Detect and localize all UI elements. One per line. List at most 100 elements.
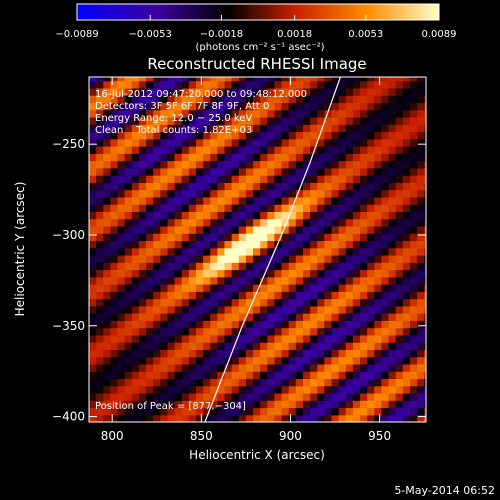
heatmap-cell xyxy=(203,254,211,263)
heatmap-cell xyxy=(360,356,368,365)
heatmap-cell xyxy=(203,131,211,140)
heatmap-cell xyxy=(174,116,183,125)
heatmap-cell xyxy=(424,204,426,212)
heatmap-cell xyxy=(146,233,154,242)
heatmap-cell xyxy=(89,240,97,249)
heatmap-cell xyxy=(153,327,161,336)
heatmap-cell xyxy=(267,95,276,104)
heatmap-cell xyxy=(174,269,183,278)
heatmap-cell xyxy=(260,378,268,387)
heatmap-cell xyxy=(317,363,325,372)
heatmap-cell xyxy=(224,334,233,343)
heatmap-cell xyxy=(224,95,233,104)
heatmap-cell xyxy=(260,320,268,329)
heatmap-cell xyxy=(424,400,426,409)
heatmap-cell xyxy=(274,204,283,212)
heatmap-cell xyxy=(103,385,111,394)
heatmap-cell xyxy=(381,211,390,220)
heatmap-cell xyxy=(424,356,426,365)
heatmap-cell xyxy=(203,371,211,380)
heatmap-cell xyxy=(245,225,254,234)
heatmap-cell xyxy=(103,298,111,307)
heatmap-cell xyxy=(424,262,426,271)
heatmap-cell xyxy=(267,363,276,372)
heatmap-cell xyxy=(324,153,333,162)
heatmap-cell xyxy=(324,240,333,249)
axis-ticks: 800 850 900 950−250−300−350−400 xyxy=(52,77,426,443)
heatmap-cell xyxy=(267,262,276,271)
heatmap-cell xyxy=(345,138,354,147)
heatmap-cell xyxy=(267,109,276,118)
heatmap-cell xyxy=(409,371,418,380)
heatmap-cell xyxy=(417,247,425,256)
heatmap-cell xyxy=(367,400,375,409)
heatmap-cell xyxy=(96,356,104,365)
heatmap-cell xyxy=(417,87,425,96)
heatmap-cell xyxy=(89,233,97,242)
heatmap-cell xyxy=(224,276,233,285)
heatmap-cell xyxy=(167,291,176,300)
heatmap-cell xyxy=(231,138,240,147)
heatmap-cell xyxy=(110,102,119,111)
heatmap-cell xyxy=(253,175,261,183)
heatmap-cell xyxy=(317,189,325,198)
heatmap-cell xyxy=(253,189,261,198)
heatmap-cell xyxy=(253,80,261,89)
heatmap-cell xyxy=(146,175,154,183)
heatmap-cell xyxy=(238,211,247,220)
heatmap-cell xyxy=(195,182,204,191)
heatmap-cell xyxy=(167,218,176,227)
heatmap-cell xyxy=(210,116,218,125)
heatmap-cell xyxy=(360,146,368,154)
annotation-energy-range: Energy Range: 12.0 − 25.0 keV xyxy=(95,113,252,124)
heatmap-cell xyxy=(146,131,154,140)
heatmap-cell xyxy=(338,378,347,387)
heatmap-cell xyxy=(238,153,247,162)
heatmap-cell xyxy=(231,80,240,89)
heatmap-cell xyxy=(288,305,297,314)
heatmap-cell xyxy=(267,291,276,300)
heatmap-cell xyxy=(181,240,190,249)
heatmap-cell xyxy=(210,182,218,191)
heatmap-cell xyxy=(267,407,276,416)
heatmap-cell xyxy=(281,305,290,314)
heatmap-cell xyxy=(238,349,247,358)
heatmap-cell xyxy=(388,218,397,227)
heatmap-cell xyxy=(274,77,283,82)
heatmap-cell xyxy=(103,414,111,422)
heatmap-cell xyxy=(345,233,354,242)
heatmap-cell xyxy=(331,233,340,242)
heatmap-cell xyxy=(231,363,240,372)
heatmap-cell xyxy=(110,233,119,242)
heatmap-cell xyxy=(402,262,411,271)
heatmap-cell xyxy=(96,116,104,125)
heatmap-cell xyxy=(89,160,97,169)
heatmap-cell xyxy=(360,269,368,278)
heatmap-cell xyxy=(331,291,340,300)
heatmap-cell xyxy=(395,414,404,422)
heatmap-cell xyxy=(302,342,311,350)
heatmap-cell xyxy=(324,363,333,372)
heatmap-cell xyxy=(188,138,197,147)
heatmap-cell xyxy=(138,80,147,89)
heatmap-cell xyxy=(195,320,204,329)
heatmap-cell xyxy=(103,167,111,176)
heatmap-cell xyxy=(181,218,190,227)
heatmap-cell xyxy=(160,153,169,162)
heatmap-cell xyxy=(131,109,140,118)
heatmap-cell xyxy=(395,305,404,314)
heatmap-cell xyxy=(253,284,261,292)
heatmap-cell xyxy=(217,124,226,133)
colorbar xyxy=(76,3,440,21)
heatmap-cell xyxy=(260,254,268,263)
heatmap-cell xyxy=(367,254,375,263)
heatmap-cell xyxy=(260,218,268,227)
heatmap-cell xyxy=(245,182,254,191)
heatmap-cell xyxy=(245,298,254,307)
heatmap-cell xyxy=(302,225,311,234)
heatmap-cell xyxy=(224,146,233,154)
heatmap-cell xyxy=(395,87,404,96)
heatmap-cell xyxy=(402,80,411,89)
colorbar-tick-label: −0.0053 xyxy=(129,29,172,40)
heatmap-cell xyxy=(138,276,147,285)
